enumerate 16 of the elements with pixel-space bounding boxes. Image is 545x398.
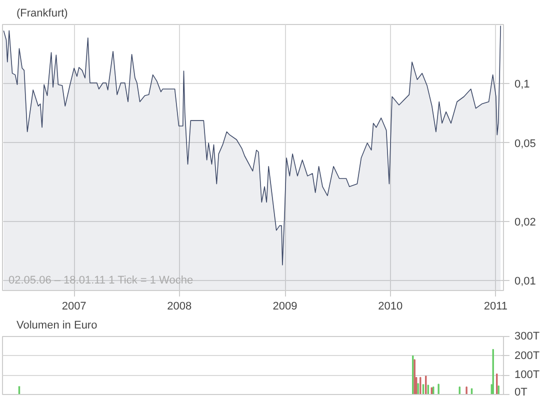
y-tick-label: 200T xyxy=(514,350,540,362)
x-tick-label: 2008 xyxy=(167,300,192,312)
y-tick-label: 0,01 xyxy=(514,276,536,288)
x-tick-label: 2010 xyxy=(378,300,403,312)
y-tick-label: 0,1 xyxy=(514,78,530,91)
annotation: 02.05.06 – 18.01.11 1 Tick = 1 Woche xyxy=(8,274,194,286)
y-tick-label: 100T xyxy=(514,369,540,382)
x-tick-label: 2011 xyxy=(484,300,508,312)
y-tick-label: 0,05 xyxy=(514,138,536,150)
y-tick-label: 300T xyxy=(514,330,540,342)
chart-title: (Frankfurt) xyxy=(16,8,68,20)
y-tick-label: 0,02 xyxy=(514,216,536,228)
x-tick-label: 2009 xyxy=(272,300,298,312)
y-tick-label: 0T xyxy=(514,386,528,398)
x-tick-label: 2007 xyxy=(62,300,86,312)
chart-title: Volumen in Euro xyxy=(16,320,98,332)
